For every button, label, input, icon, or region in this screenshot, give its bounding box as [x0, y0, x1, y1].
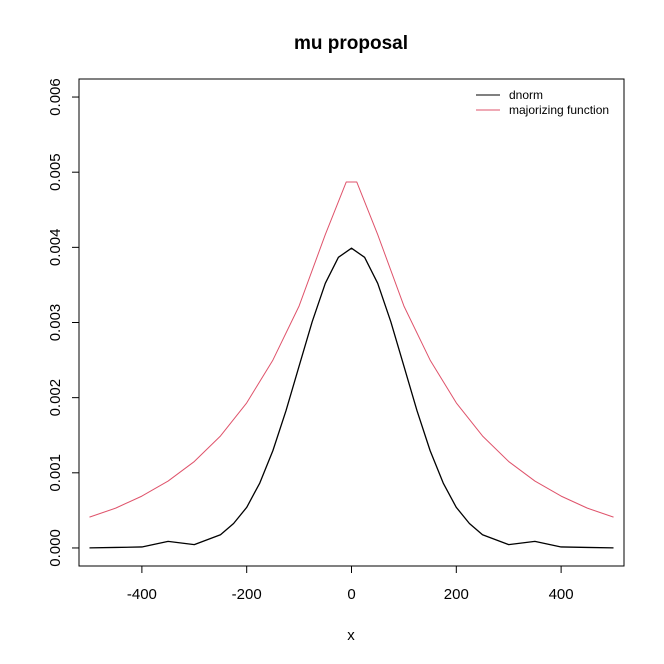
series-layer	[89, 181, 614, 549]
x-tick-label: -400	[127, 586, 157, 603]
series-line-dnorm	[89, 247, 614, 549]
plot-frame	[78, 78, 625, 567]
y-axis: 0.000 0.001 0.002 0.003 0.004 0.005 0.006	[47, 78, 80, 567]
y-tick-label: 0.001	[47, 454, 64, 492]
y-tick-label: 0.006	[47, 78, 64, 116]
y-tick-label: 0.004	[47, 229, 64, 267]
x-tick-label: 200	[444, 586, 469, 603]
x-axis-label: x	[347, 627, 355, 644]
y-tick-label: 0.003	[47, 304, 64, 342]
x-axis: -400 -200 0 200 400	[127, 565, 574, 603]
legend-label: majorizing function	[509, 103, 609, 117]
chart-title: mu proposal	[294, 33, 408, 54]
legend-label: dnorm	[509, 88, 543, 102]
x-tick-label: 400	[549, 586, 574, 603]
y-tick-label: 0.002	[47, 379, 64, 417]
series-line-majorizing-function	[89, 181, 614, 518]
x-tick-label: -200	[232, 586, 262, 603]
x-tick-label: 0	[347, 586, 355, 603]
y-tick-label: 0.000	[47, 529, 64, 567]
y-tick-label: 0.005	[47, 153, 64, 191]
